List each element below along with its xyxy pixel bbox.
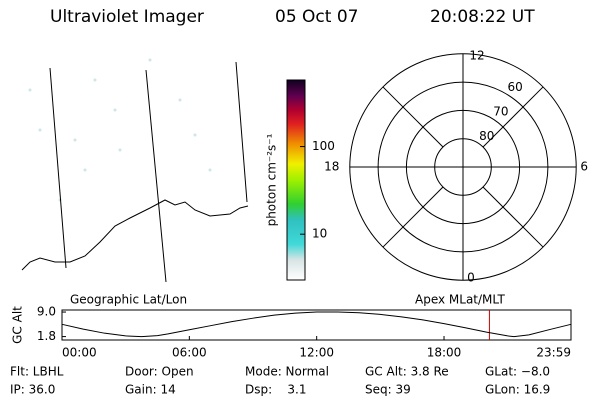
status-field: IP: 36.0: [10, 383, 55, 397]
date: 05 Oct 07: [275, 7, 358, 27]
status-field: Door: Open: [125, 365, 194, 379]
axis: [482, 86, 544, 148]
lat-label: 70: [493, 104, 508, 118]
y-tick-label: 9.0: [37, 305, 56, 319]
time: 20:08:22 UT: [430, 7, 535, 27]
mlt-label: 0: [467, 271, 475, 285]
status-field: GLat: −8.0: [485, 365, 550, 379]
altitude-line: [61, 311, 572, 338]
status-field: Mode: Normal: [245, 365, 329, 379]
mlt-label: 18: [324, 160, 339, 174]
lat-label: 80: [479, 129, 494, 143]
colorbar-tick-label: 10: [312, 227, 327, 241]
x-tick-label: 06:00: [172, 346, 207, 360]
status-field: Dsp: 3.1: [245, 383, 307, 397]
left-label: Geographic Lat/Lon: [70, 293, 187, 307]
y-tick-label: 1.8: [37, 329, 56, 343]
status-field: GC Alt: 3.8 Re: [365, 365, 449, 379]
colorbar-tick-label: 100: [312, 139, 335, 153]
axis: [382, 186, 444, 248]
axis: [382, 86, 444, 148]
plot-frame: [61, 309, 572, 341]
right-label: Apex MLat/MLT: [415, 293, 505, 307]
x-tick-label: 12:00: [299, 346, 334, 360]
status-field: GLon: 16.9: [485, 383, 550, 397]
status-field: Flt: LBHL: [10, 365, 64, 379]
colorbar: [286, 79, 306, 281]
mlt-label: 12: [469, 48, 484, 62]
image-panel: [21, 58, 249, 283]
colorbar-label: photon cm⁻²s⁻¹: [265, 133, 279, 226]
lat-circle: [377, 81, 549, 253]
mlt-label: 6: [580, 160, 588, 174]
status-field: Seq: 39: [365, 383, 411, 397]
lat-circle: [405, 109, 521, 225]
lat-circle: [434, 138, 492, 196]
axis: [482, 186, 544, 248]
title: Ultraviolet Imager: [50, 7, 204, 27]
x-tick-label: 23:59: [536, 346, 571, 360]
lat-label: 60: [507, 80, 522, 94]
x-tick-label: 18:00: [427, 346, 462, 360]
x-tick-label: 00:00: [62, 346, 97, 360]
status-field: Gain: 14: [125, 383, 176, 397]
y-label: GC Alt: [11, 306, 25, 344]
